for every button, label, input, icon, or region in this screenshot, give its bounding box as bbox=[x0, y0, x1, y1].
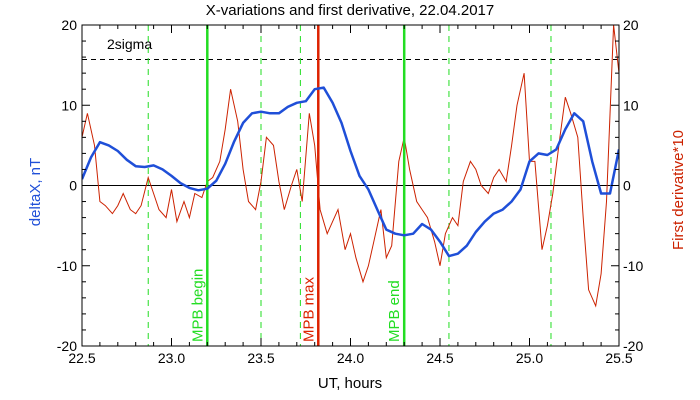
y-tick-label-left-2: 0 bbox=[69, 178, 77, 194]
x-tick-label-0: 22.5 bbox=[68, 350, 95, 366]
x-tick-label-2: 23.5 bbox=[247, 350, 274, 366]
y-axis-label-right: First derivative*10 bbox=[670, 130, 687, 250]
y-axis-label-left: deltaX, nT bbox=[27, 158, 44, 226]
derivative-series-line bbox=[82, 25, 619, 308]
mpb-end-label: MPB end bbox=[386, 280, 403, 342]
sigma-label: 2sigma bbox=[107, 36, 152, 52]
y-tick-label-right-0: 20 bbox=[623, 17, 639, 33]
y-tick-label-left-3: -10 bbox=[57, 258, 77, 274]
x-tick-label-4: 24.5 bbox=[426, 350, 453, 366]
chart-title: X-variations and first derivative, 22.04… bbox=[206, 2, 495, 19]
x-tick-label-6: 25.5 bbox=[605, 350, 632, 366]
plot-marks bbox=[82, 25, 619, 346]
y-tick-label-right-4: -20 bbox=[623, 338, 643, 354]
mpb-begin-label: MPB begin bbox=[189, 269, 206, 342]
y-tick-label-right-1: 10 bbox=[623, 97, 639, 113]
y-tick-label-right-3: -10 bbox=[623, 258, 643, 274]
x-tick-label-3: 24.0 bbox=[337, 350, 364, 366]
y-tick-label-right-2: 0 bbox=[623, 178, 631, 194]
x-axis-label: UT, hours bbox=[318, 375, 382, 392]
deltaX-series-line bbox=[82, 86, 619, 258]
y-tick-label-left-4: -20 bbox=[57, 338, 77, 354]
y-tick-label-left-0: 20 bbox=[61, 17, 77, 33]
mpb-max-label: MPB max bbox=[300, 276, 317, 342]
mpb-labels: MPB begin MPB max MPB end bbox=[189, 269, 403, 342]
axes-ticks: 22.5 23.0 23.5 24.0 24.5 25.0 25.5 20 10 0 -10 -20 2… bbox=[57, 17, 644, 366]
x-tick-label-5: 25.0 bbox=[516, 350, 543, 366]
x-tick-label-1: 23.0 bbox=[158, 350, 185, 366]
y-tick-label-left-1: 10 bbox=[61, 97, 77, 113]
